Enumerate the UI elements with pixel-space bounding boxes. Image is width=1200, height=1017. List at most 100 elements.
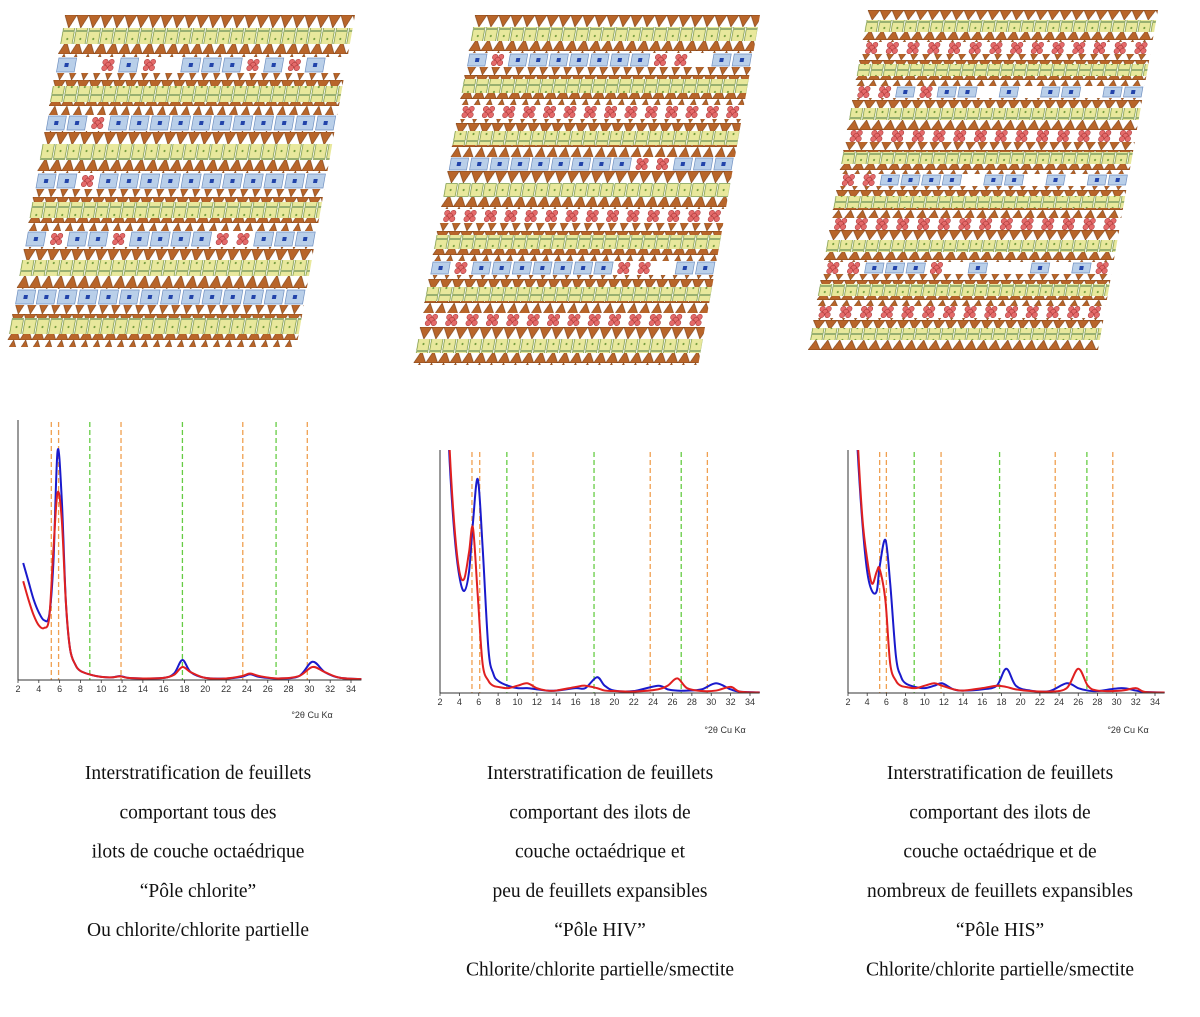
interlayer-cation [1110,90,1115,94]
octa-sheet [848,108,1141,120]
hydroxy-cluster [624,112,631,118]
hydroxy-cluster [655,164,662,170]
hydroxy-cluster [847,268,854,274]
hydroxy-cluster [532,320,539,326]
hydroxy-cluster [1078,48,1085,54]
interlayer-cation [949,178,955,182]
hydroxy-cluster [610,112,617,118]
hydroxy-cluster [491,320,498,326]
hydroxy-cluster [902,224,909,230]
interlayer-cation [209,179,215,183]
x-tick-label: 16 [977,697,987,707]
hydroxy-cluster [1000,136,1007,142]
hydroxy-cluster [644,112,651,118]
hydroxy-cluster [891,136,898,142]
hydroxy-cluster [985,224,992,230]
interlayer-cation [619,162,625,166]
hydroxy-cluster [650,112,657,118]
hydroxy-cluster [215,239,222,245]
hydroxy-cluster [927,48,934,54]
caption-line: Chlorite/chlorite partielle/smectite [466,960,734,981]
hydroxy-cluster [974,48,981,54]
tetra-sheet [6,334,299,347]
x-axis-label: °2θ Cu Kα [704,725,745,735]
hydroxy-cluster [1036,48,1043,54]
hydroxy-cluster [935,268,942,274]
hydroxy-cluster [587,320,594,326]
tetra-sheet [823,252,1116,262]
hydroxy-cluster [958,224,965,230]
tetra-sheet [417,327,705,339]
hydroxy-cluster [726,112,733,118]
x-tick-label: 26 [263,684,273,694]
hydroxy-cluster [221,239,228,245]
x-tick-label: 22 [221,684,231,694]
hydroxy-cluster [1041,224,1048,230]
hydroxy-cluster [876,136,883,142]
interlayer-cation [230,295,236,299]
hydroxy-cluster [845,312,852,318]
x-tick-label: 4 [457,697,462,707]
hydroxy-cluster [489,216,496,222]
interlayer-cation [219,121,225,125]
hydroxy-cluster [504,216,511,222]
hydroxy-cluster [947,48,954,54]
xrd-chart: 2 4 6 8 10 12 14 16 18 20 22 24 26 28 30 32 34°2θ Cu KαI… [15,420,362,941]
hydroxy-cluster [860,312,867,318]
hydroxy-cluster [50,239,57,245]
interlayer-cation [271,63,277,67]
hydroxy-cluster [569,112,576,118]
interlayer-cation [908,178,913,182]
hydroxy-cluster [544,216,551,222]
tetra-sheet [854,76,1147,86]
hydroxy-cluster [506,320,513,326]
interlayer-cation [292,179,298,183]
interlayer-cation [497,162,502,166]
tetra-sheet [858,54,1151,64]
octa-sheet [39,144,333,160]
hydroxy-cluster [885,48,892,54]
caption-line: comportant des ilots de [909,802,1090,823]
hydroxy-cluster [687,216,694,222]
hydroxy-cluster [550,216,557,222]
hydroxy-cluster [841,180,848,186]
hydroxy-cluster [875,224,882,230]
hydroxy-cluster [497,60,504,66]
interlayer-cation [64,63,69,67]
interlayer-cation [33,237,39,241]
interlayer-cation [95,237,101,241]
x-tick-label: 22 [629,697,639,707]
hydroxy-cluster [680,60,687,66]
structure-diagram [6,15,355,347]
hydroxy-cluster [1042,136,1049,142]
hydroxy-cluster [1087,312,1094,318]
hydroxy-cluster [530,216,537,222]
x-tick-label: 34 [346,684,356,694]
hydroxy-cluster [1005,312,1012,318]
xrd-curve [22,490,362,680]
hydroxy-cluster [994,136,1001,142]
interlayer-cation [1079,266,1084,270]
tetra-sheet [831,208,1124,218]
tetra-sheet [42,131,335,144]
hydroxy-cluster [628,320,635,326]
x-tick-label: 32 [726,697,736,707]
interlayer-cation [74,121,80,125]
caption-line: “Pôle HIV” [554,920,646,941]
tetra-sheet [850,98,1143,108]
x-tick-label: 30 [304,684,314,694]
tetra-sheet [32,189,325,202]
tetra-sheet [449,145,738,157]
interlayer-cation [74,237,80,241]
octa-sheet [433,235,722,249]
tetra-sheet [468,41,756,53]
interlayer-cation [1011,178,1017,182]
hydroxy-cluster [896,224,903,230]
interlayer-cation [540,266,545,270]
hydroxy-cluster [454,268,461,274]
hydroxy-cluster [1098,136,1105,142]
x-tick-label: 22 [1035,697,1045,707]
hydroxy-cluster [891,48,898,54]
interlayer-cation [302,121,308,125]
interlayer-cation [188,295,194,299]
